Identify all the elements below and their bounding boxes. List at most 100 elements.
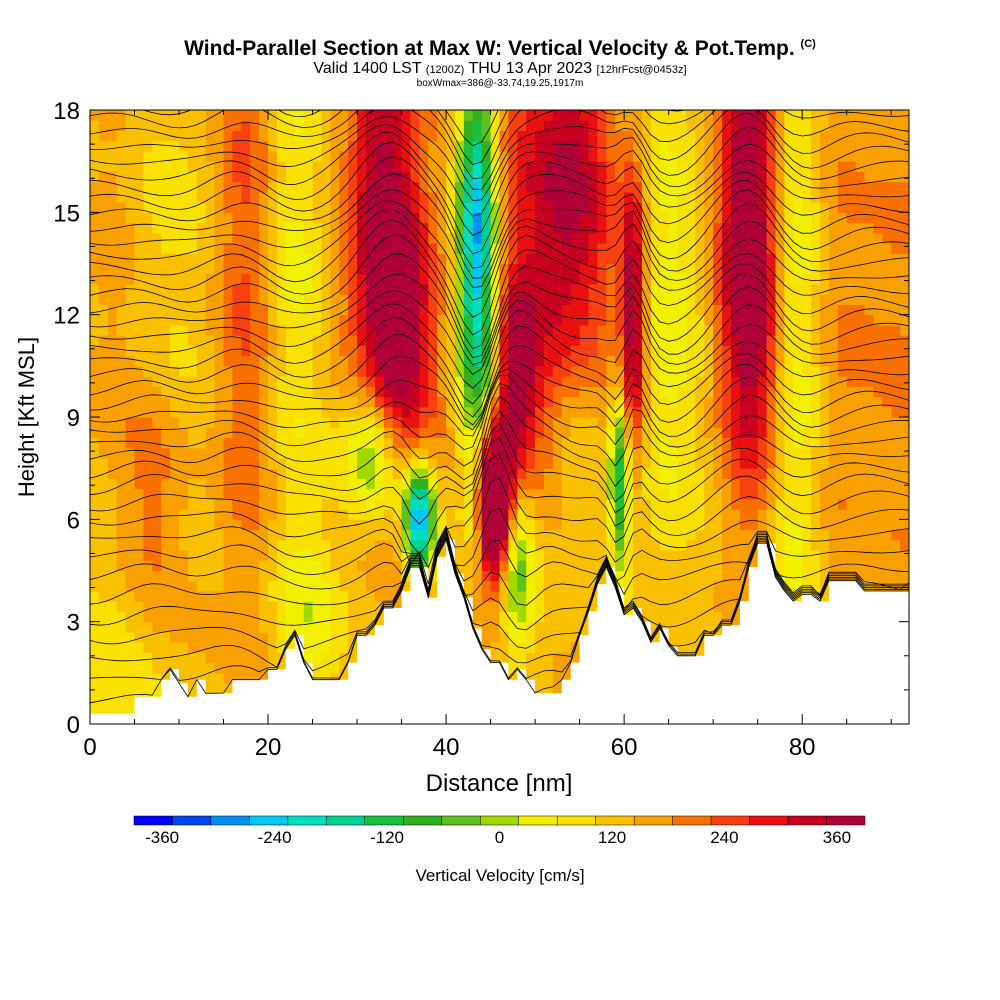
velocity-cell xyxy=(312,202,323,213)
velocity-cell xyxy=(321,191,331,203)
velocity-cell xyxy=(179,662,189,674)
velocity-cell xyxy=(401,478,412,490)
velocity-cell xyxy=(766,232,777,244)
velocity-cell xyxy=(276,662,287,674)
velocity-cell xyxy=(570,560,581,572)
velocity-cell xyxy=(383,140,394,152)
velocity-cell xyxy=(704,591,714,602)
velocity-cell xyxy=(695,110,705,121)
velocity-cell xyxy=(312,631,323,643)
velocity-cell xyxy=(294,560,305,572)
velocity-cell xyxy=(125,355,136,367)
velocity-cell xyxy=(615,396,625,408)
velocity-cell xyxy=(90,294,100,305)
velocity-cell xyxy=(366,560,376,572)
velocity-cell xyxy=(214,140,225,152)
velocity-cell xyxy=(615,263,625,275)
velocity-cell xyxy=(633,140,643,152)
velocity-cell xyxy=(223,560,233,572)
velocity-cell xyxy=(268,150,278,162)
velocity-cell xyxy=(303,355,314,367)
velocity-cell xyxy=(170,232,180,244)
velocity-cell xyxy=(339,519,349,531)
velocity-cell xyxy=(116,273,127,285)
velocity-cell xyxy=(312,171,323,183)
velocity-cell xyxy=(481,509,492,520)
velocity-cell xyxy=(152,478,162,490)
velocity-cell xyxy=(561,447,572,459)
velocity-cell xyxy=(695,324,705,336)
velocity-cell xyxy=(241,570,251,582)
velocity-cell xyxy=(303,140,314,152)
velocity-cell xyxy=(615,376,625,387)
velocity-cell xyxy=(677,212,687,224)
velocity-cell xyxy=(107,130,118,142)
velocity-cell xyxy=(268,181,278,193)
velocity-cell xyxy=(152,110,162,121)
velocity-cell xyxy=(472,621,483,633)
velocity-cell xyxy=(499,457,509,469)
velocity-cell xyxy=(641,427,652,438)
velocity-cell xyxy=(552,478,563,490)
velocity-cell xyxy=(241,611,251,623)
velocity-cell xyxy=(437,161,447,172)
velocity-cell xyxy=(650,427,661,438)
velocity-cell xyxy=(615,181,625,193)
velocity-cell xyxy=(268,498,278,510)
velocity-cell xyxy=(107,488,118,500)
velocity-cell xyxy=(125,335,136,346)
velocity-cell xyxy=(187,110,198,121)
velocity-cell xyxy=(615,365,625,377)
velocity-cell xyxy=(508,468,518,479)
velocity-cell xyxy=(259,212,269,224)
velocity-cell xyxy=(731,437,741,449)
velocity-cell xyxy=(446,457,456,469)
velocity-cell xyxy=(668,181,679,193)
velocity-cell xyxy=(677,509,687,520)
velocity-cell xyxy=(659,611,670,623)
velocity-cell xyxy=(481,560,492,572)
velocity-cell xyxy=(722,447,732,459)
velocity-cell xyxy=(499,519,509,531)
velocity-cell xyxy=(437,457,447,469)
velocity-cell xyxy=(196,468,207,479)
velocity-cell xyxy=(686,519,696,531)
velocity-cell xyxy=(713,509,723,520)
velocity-cell xyxy=(276,591,287,602)
velocity-cell xyxy=(107,550,118,561)
velocity-cell xyxy=(695,294,705,305)
velocity-cell xyxy=(196,335,207,346)
velocity-cell xyxy=(134,253,144,265)
velocity-cell xyxy=(677,406,687,418)
velocity-cell xyxy=(187,580,198,592)
velocity-cell xyxy=(170,570,180,582)
velocity-cell xyxy=(214,427,225,438)
velocity-cell xyxy=(223,284,233,295)
velocity-cell xyxy=(748,171,759,183)
velocity-cell xyxy=(668,591,679,602)
velocity-cell xyxy=(241,519,251,531)
velocity-cell xyxy=(481,150,492,162)
velocity-cell xyxy=(232,386,242,398)
velocity-cell xyxy=(811,560,821,572)
velocity-cell xyxy=(170,529,180,541)
velocity-cell xyxy=(695,181,705,193)
velocity-cell xyxy=(205,263,216,275)
velocity-cell xyxy=(686,253,696,265)
velocity-cell xyxy=(650,191,661,203)
velocity-cell xyxy=(579,611,590,623)
velocity-cell xyxy=(419,457,429,469)
velocity-cell xyxy=(268,580,278,592)
velocity-cell xyxy=(401,550,412,561)
velocity-cell xyxy=(499,304,509,316)
chart-subtitle: Valid 1400 LST (1200Z) THU 13 Apr 2023 [… xyxy=(0,60,1000,78)
velocity-cell xyxy=(419,345,429,357)
velocity-cell xyxy=(116,304,127,316)
velocity-cell xyxy=(428,284,438,295)
velocity-cell xyxy=(757,263,768,275)
velocity-cell xyxy=(214,457,225,469)
velocity-cell xyxy=(383,468,394,479)
velocity-cell xyxy=(321,652,331,664)
velocity-cell xyxy=(481,253,492,265)
velocity-cell xyxy=(784,406,794,418)
